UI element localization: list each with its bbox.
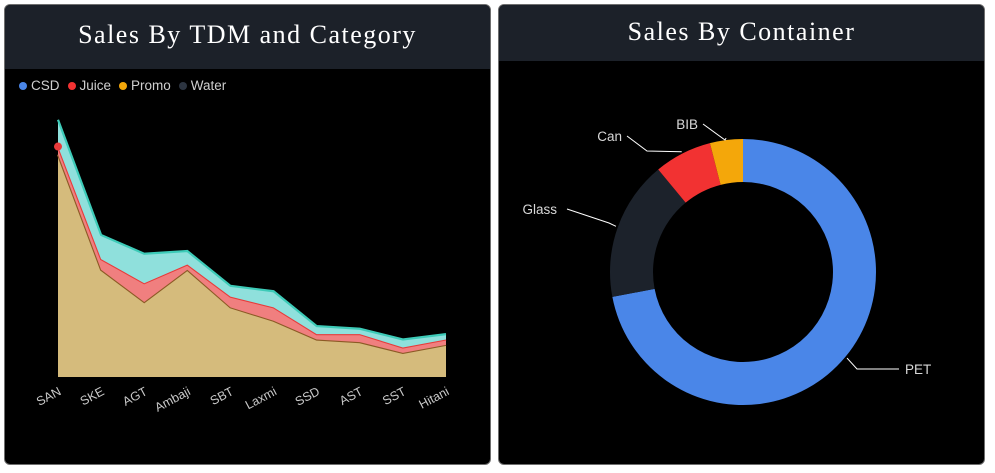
leader-line-pet [846, 357, 899, 370]
slice-label-glass: Glass [522, 202, 557, 217]
x-tick-label: AST [337, 384, 365, 408]
x-tick-label: SKE [78, 384, 107, 408]
area-chart-legend: CSD Juice Promo Water [19, 78, 226, 93]
donut-slice-bib[interactable] [709, 139, 743, 185]
x-tick-label: Laxmi [243, 384, 279, 412]
donut-chart-panel: Sales By Container PET Glass Can BIB [498, 4, 985, 465]
highlight-point[interactable] [54, 142, 62, 151]
x-tick-label: AGT [120, 384, 150, 409]
donut-slice-glass[interactable] [610, 169, 686, 297]
x-tick-label: SST [380, 384, 408, 408]
legend-swatch [19, 81, 27, 90]
legend-item-promo[interactable]: Promo [119, 78, 171, 93]
legend-label: Water [190, 78, 227, 93]
area-series-water[interactable] [58, 119, 446, 348]
donut-chart: PET Glass Can BIB [522, 117, 931, 405]
area-series-csd[interactable] [58, 154, 446, 377]
legend-label: Juice [79, 78, 112, 93]
x-tick-label: SBT [208, 384, 236, 408]
leader-line-glass [566, 208, 617, 227]
legend-swatch [178, 81, 187, 90]
legend-item-juice[interactable]: Juice [67, 78, 112, 93]
x-tick-label: SAN [34, 384, 63, 408]
legend-label: CSD [31, 78, 60, 93]
legend-swatch [119, 81, 128, 90]
legend-item-water[interactable]: Water [178, 78, 227, 93]
slice-label-bib: BIB [676, 117, 698, 132]
legend-swatch [67, 81, 76, 90]
donut-chart-title: Sales By Container [499, 5, 984, 61]
series-line-water [56, 119, 447, 341]
donut-slice-pet[interactable] [612, 139, 876, 405]
donut-slice-can[interactable] [658, 143, 721, 203]
leader-line-can [626, 135, 682, 153]
x-tick-label: Ambaji [152, 384, 192, 414]
x-tick-label: SSD [293, 384, 322, 408]
leader-line-bib [702, 123, 727, 141]
area-chart-title: Sales By TDM and Category [5, 5, 490, 69]
slice-label-pet: PET [905, 362, 931, 377]
slice-label-can: Can [597, 129, 622, 144]
area-chart-panel: Sales By TDM and Category CSD Juice Promo W… [4, 4, 491, 465]
area-series-juice[interactable] [58, 146, 446, 353]
area-chart: SAN SKE AGT Ambaji SBT Laxmi SSD AST SST Hitani [34, 119, 452, 415]
x-tick-label: Hitani [417, 384, 452, 411]
legend-item-csd[interactable]: CSD [19, 78, 60, 93]
legend-label: Promo [131, 78, 171, 93]
